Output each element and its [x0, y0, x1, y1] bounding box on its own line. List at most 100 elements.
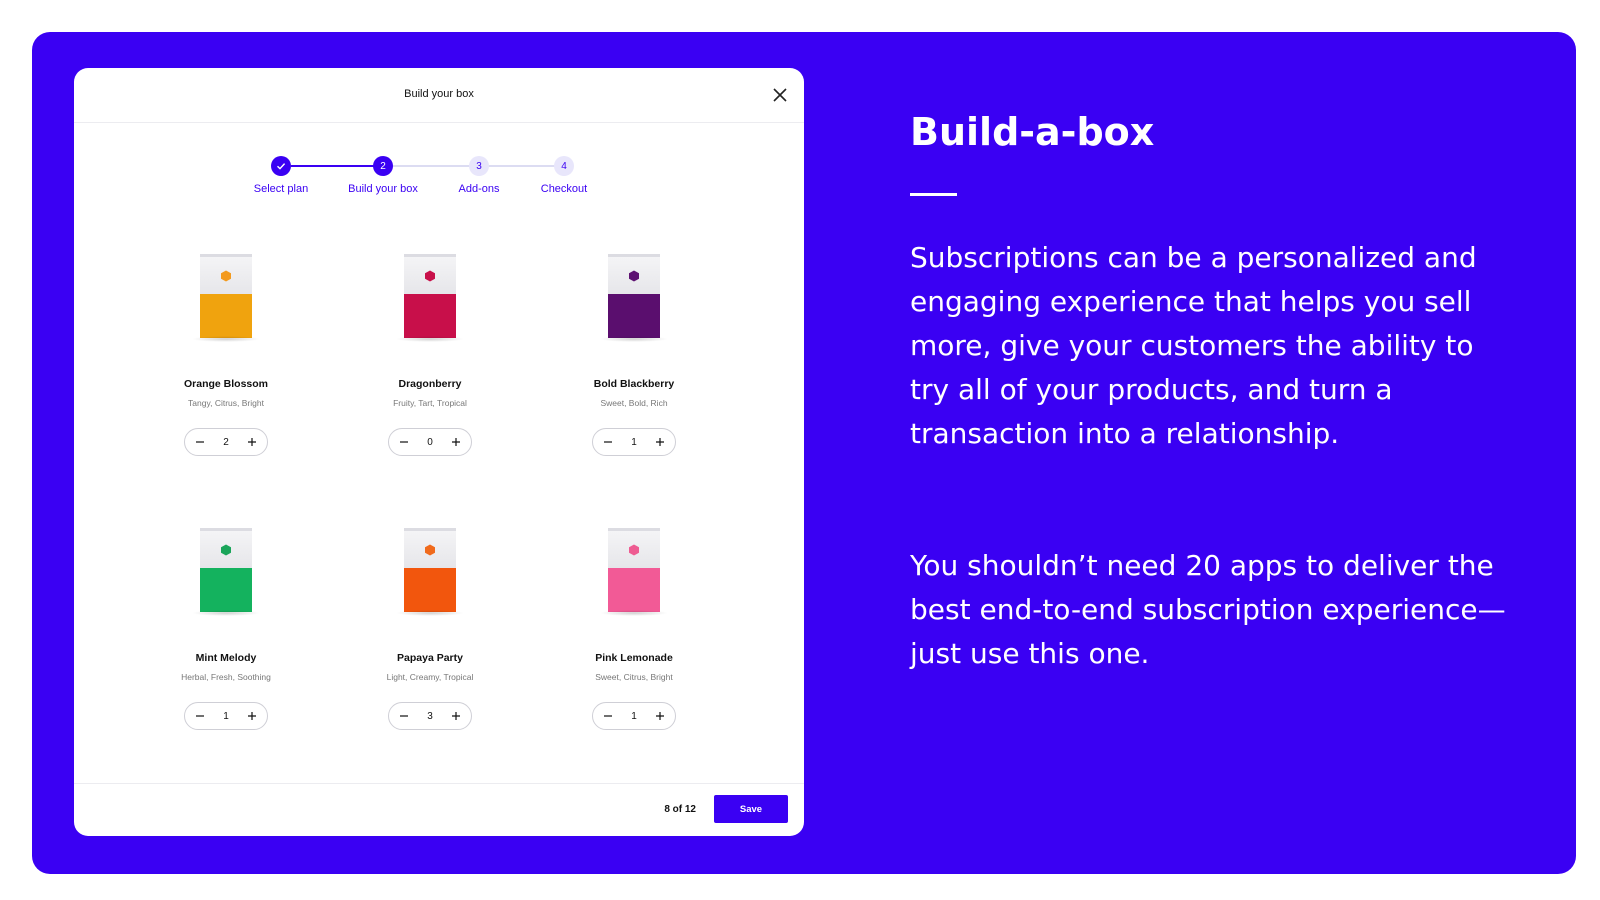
product-bag-image: [192, 254, 260, 342]
headline: Build-a-box: [910, 110, 1155, 154]
product-bag-image: [396, 254, 464, 342]
plus-icon: [248, 438, 256, 446]
hexagon-logo-icon: [629, 270, 639, 282]
quantity-stepper: 3: [388, 702, 472, 730]
quantity-value[interactable]: 1: [631, 710, 637, 722]
bag-shadow: [600, 336, 668, 342]
quantity-value[interactable]: 1: [631, 436, 637, 448]
plus-icon: [656, 712, 664, 720]
step-number: 2: [373, 156, 393, 176]
hexagon-logo-icon: [221, 544, 231, 556]
quantity-value[interactable]: 0: [427, 436, 433, 448]
bag-shadow: [396, 610, 464, 616]
product-name: Dragonberry: [398, 378, 462, 390]
product-name: Papaya Party: [397, 652, 463, 664]
decrease-quantity-button[interactable]: [595, 703, 621, 729]
decrease-quantity-button[interactable]: [391, 429, 417, 455]
product-card: Bold Blackberry Sweet, Bold, Rich 1: [534, 254, 734, 456]
product-flavor-notes: Sweet, Citrus, Bright: [595, 672, 673, 682]
minus-icon: [196, 715, 204, 717]
bag-color-band: [608, 568, 660, 612]
step-label: Add-ons: [458, 183, 500, 195]
minus-icon: [400, 441, 408, 443]
save-button[interactable]: Save: [714, 795, 788, 823]
step-select-plan[interactable]: Select plan: [226, 154, 336, 195]
product-card: Pink Lemonade Sweet, Citrus, Bright 1: [534, 528, 734, 730]
bag-shadow: [192, 336, 260, 342]
product-flavor-notes: Herbal, Fresh, Soothing: [181, 672, 271, 682]
plus-icon: [452, 712, 460, 720]
product-bag-image: [192, 528, 260, 616]
product-flavor-notes: Sweet, Bold, Rich: [600, 398, 668, 408]
increase-quantity-button[interactable]: [443, 429, 469, 455]
product-bag-image: [600, 528, 668, 616]
modal-footer: 8 of 12 Save: [74, 783, 804, 836]
product-bag-image: [600, 254, 668, 342]
quantity-stepper: 2: [184, 428, 268, 456]
increase-quantity-button[interactable]: [443, 703, 469, 729]
bag-color-band: [404, 568, 456, 612]
step-label: Select plan: [253, 183, 309, 195]
quantity-stepper: 1: [592, 702, 676, 730]
increase-quantity-button[interactable]: [647, 429, 673, 455]
decrease-quantity-button[interactable]: [187, 429, 213, 455]
quantity-stepper: 1: [184, 702, 268, 730]
quantity-stepper: 1: [592, 428, 676, 456]
bag-color-band: [608, 294, 660, 338]
step-connector: [291, 165, 378, 167]
plus-icon: [656, 438, 664, 446]
hexagon-logo-icon: [221, 270, 231, 282]
bag-color-band: [200, 294, 252, 338]
product-card: Orange Blossom Tangy, Citrus, Bright 2: [126, 254, 326, 456]
decrease-quantity-button[interactable]: [595, 429, 621, 455]
hero-canvas: Build your box Select plan 2: [32, 32, 1576, 874]
hexagon-logo-icon: [425, 270, 435, 282]
check-icon: [277, 163, 286, 170]
step-connector: [392, 165, 474, 167]
hexagon-logo-icon: [629, 544, 639, 556]
step-label: Checkout: [540, 183, 588, 195]
step-connector: [488, 165, 559, 167]
increase-quantity-button[interactable]: [239, 703, 265, 729]
quantity-value[interactable]: 3: [427, 710, 433, 722]
headline-divider: [910, 193, 957, 196]
step-checkout[interactable]: 4 Checkout: [509, 154, 619, 195]
plus-icon: [452, 438, 460, 446]
step-build-your-box[interactable]: 2 Build your box: [328, 154, 438, 195]
progress-stepper: Select plan 2 Build your box 3 Add-ons 4…: [74, 154, 804, 214]
minus-icon: [196, 441, 204, 443]
quantity-value[interactable]: 1: [223, 710, 229, 722]
description-paragraph-1: Subscriptions can be a personalized and …: [910, 241, 1477, 450]
minus-icon: [400, 715, 408, 717]
description-paragraph-2: You shouldn’t need 20 apps to deliver th…: [910, 549, 1506, 670]
minus-icon: [604, 441, 612, 443]
hexagon-logo-icon: [425, 544, 435, 556]
step-add-ons[interactable]: 3 Add-ons: [424, 154, 534, 195]
selection-count: 8 of 12: [664, 804, 696, 815]
minus-icon: [604, 715, 612, 717]
quantity-stepper: 0: [388, 428, 472, 456]
increase-quantity-button[interactable]: [239, 429, 265, 455]
product-card: Papaya Party Light, Creamy, Tropical 3: [330, 528, 530, 730]
quantity-value[interactable]: 2: [223, 436, 229, 448]
modal-title: Build your box: [404, 88, 474, 100]
step-label: Build your box: [348, 183, 418, 195]
bag-shadow: [192, 610, 260, 616]
modal-header: Build your box: [74, 68, 804, 123]
step-number: 4: [554, 156, 574, 176]
product-flavor-notes: Tangy, Citrus, Bright: [188, 398, 264, 408]
step-number: 3: [469, 156, 489, 176]
close-button[interactable]: [770, 85, 790, 105]
build-box-modal: Build your box Select plan 2: [74, 68, 804, 836]
bag-shadow: [600, 610, 668, 616]
product-name: Bold Blackberry: [593, 378, 675, 390]
increase-quantity-button[interactable]: [647, 703, 673, 729]
product-name: Pink Lemonade: [595, 652, 673, 664]
decrease-quantity-button[interactable]: [391, 703, 417, 729]
close-icon: [773, 88, 787, 102]
bag-color-band: [404, 294, 456, 338]
plus-icon: [248, 712, 256, 720]
decrease-quantity-button[interactable]: [187, 703, 213, 729]
product-flavor-notes: Light, Creamy, Tropical: [386, 672, 474, 682]
product-flavor-notes: Fruity, Tart, Tropical: [393, 398, 467, 408]
